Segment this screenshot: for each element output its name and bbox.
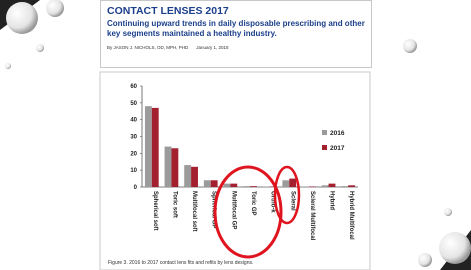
droplet [439, 232, 471, 264]
page: {"header": {"title": "CONTACT LENSES 201… [0, 0, 471, 270]
bar [223, 184, 230, 187]
droplet [418, 253, 432, 267]
x-tick-label: Toric GP [250, 191, 256, 216]
y-tick-label: 30 [130, 135, 137, 141]
bar [211, 180, 218, 187]
y-tick-label: 50 [130, 101, 137, 107]
droplet [403, 39, 417, 53]
bar [341, 186, 348, 187]
figure-caption: Figure 3. 2016 to 2017 contact lens fits… [108, 260, 253, 266]
bar [302, 186, 309, 187]
y-tick-label: 10 [130, 168, 137, 174]
y-tick-label: 40 [130, 118, 137, 124]
bar [289, 179, 296, 187]
x-tick-label: Multifocal soft [191, 191, 197, 232]
bar [145, 106, 152, 187]
x-tick-label: Toric soft [171, 191, 177, 218]
author: By JASON J. NICHOLS, OD, MPH, PHD [107, 45, 188, 50]
bar [250, 186, 257, 187]
x-tick-label: Spherical soft [152, 191, 158, 231]
bar [309, 186, 316, 187]
droplet [5, 63, 11, 69]
bar [171, 148, 178, 187]
x-tick-label: Hybrid [329, 191, 335, 210]
bar [230, 184, 237, 187]
bar [282, 180, 289, 187]
x-tick-label: Scleral Multifocal [309, 191, 315, 241]
droplet [36, 44, 44, 52]
droplet [46, 0, 64, 17]
bar [184, 165, 191, 187]
x-tick-label: Hybrid Multifocal [348, 191, 354, 240]
bar [243, 186, 250, 187]
bar [263, 186, 270, 187]
bar [152, 108, 159, 187]
bar [165, 147, 172, 187]
x-tick-label: Multifocal GP [230, 191, 236, 229]
bar [329, 184, 336, 187]
droplet [6, 2, 38, 34]
byline: By JASON J. NICHOLS, OD, MPH, PHD January… [107, 45, 365, 50]
bar [191, 167, 198, 187]
article-title: CONTACT LENSES 2017 [107, 5, 365, 17]
article-header: CONTACT LENSES 2017 Continuing upward tr… [100, 0, 372, 68]
legend-label: 2016 [330, 130, 345, 137]
legend-swatch [322, 145, 327, 150]
x-tick-label: Scleral [289, 191, 295, 211]
legend-label: 2017 [330, 145, 345, 152]
y-tick-label: 20 [130, 151, 137, 157]
droplet [444, 208, 452, 216]
article-subtitle: Continuing upward trends in daily dispos… [107, 19, 365, 39]
bar [348, 185, 355, 187]
date: January 1, 2018 [196, 45, 228, 50]
bar [204, 180, 211, 187]
bar [322, 185, 329, 187]
y-tick-label: 60 [130, 84, 137, 90]
legend-swatch [322, 130, 327, 135]
